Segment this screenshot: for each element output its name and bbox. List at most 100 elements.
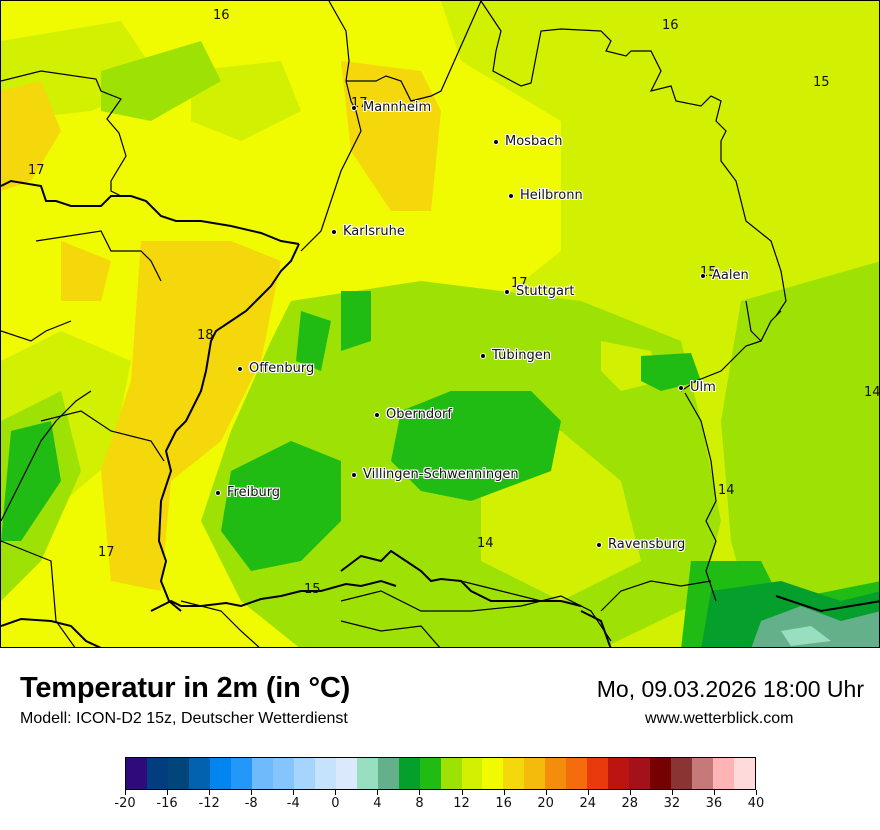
colorbar-tick <box>587 790 589 795</box>
colorbar-segment <box>671 758 693 789</box>
isoline-label: 14 <box>864 385 880 400</box>
city-dot-icon <box>374 411 380 418</box>
colorbar-tick <box>293 790 295 795</box>
colorbar-tick <box>419 790 421 795</box>
city-dot-icon <box>508 192 514 199</box>
model-info: Modell: ICON-D2 15z, Deutscher Wetterdie… <box>20 710 348 727</box>
city-tuebingen[interactable]: Tübingen <box>480 348 551 363</box>
colorbar-segment <box>126 758 147 789</box>
colorbar-tick-label: 20 <box>537 796 554 811</box>
city-dot-icon <box>678 384 684 391</box>
website-link[interactable]: www.wetterblick.com <box>645 710 794 727</box>
colorbar-tick-label: 12 <box>453 796 470 811</box>
colorbar-tick <box>251 790 253 795</box>
city-label: Mosbach <box>505 134 563 149</box>
colorbar-segment <box>608 758 630 789</box>
colorbar-tick-label: -20 <box>114 796 136 811</box>
colorbar-segment <box>335 758 357 789</box>
colorbar-segment <box>419 758 441 789</box>
isoline-label: 14 <box>718 483 735 498</box>
colorbar-segment <box>587 758 609 789</box>
colorbar-segment <box>692 758 714 789</box>
city-karlsruhe[interactable]: Karlsruhe <box>331 224 405 239</box>
colorbar-segment <box>482 758 504 789</box>
city-label: Oberndorf <box>386 407 452 422</box>
isoline-label: 14 <box>477 536 494 551</box>
colorbar-segment <box>713 758 735 789</box>
city-label: Heilbronn <box>520 188 583 203</box>
isoline-label: 16 <box>662 18 679 33</box>
colorbar-tick-label: 36 <box>705 796 723 811</box>
colorbar-segment <box>503 758 525 789</box>
isoline-label: 15 <box>813 75 830 90</box>
isoline-label: 17 <box>511 276 528 291</box>
city-dot-icon <box>331 228 337 235</box>
city-dot-icon <box>237 365 243 372</box>
isoline-label: 18 <box>197 328 214 343</box>
city-dot-icon <box>480 352 486 359</box>
city-ulm[interactable]: Ulm <box>678 380 716 395</box>
colorbar-segment <box>146 758 168 789</box>
map-title: Temperatur in 2m (in °C) <box>20 672 351 704</box>
isoline-label: 16 <box>213 8 230 23</box>
colorbar-segment <box>251 758 273 789</box>
colorbar-segment <box>650 758 672 789</box>
colorbar-segment <box>314 758 336 789</box>
country-borders <box>1 179 879 647</box>
isoline-label: 17 <box>98 545 115 560</box>
colorbar-tick-label: 24 <box>579 796 596 811</box>
colorbar-segment <box>209 758 231 789</box>
colorbar-segment <box>188 758 210 789</box>
colorbar-tick <box>671 790 673 795</box>
colorbar-segment <box>545 758 567 789</box>
city-label: Ulm <box>690 380 716 395</box>
city-ravensburg[interactable]: Ravensburg <box>596 537 685 552</box>
temperature-field <box>1 1 879 647</box>
colorbar-segment <box>293 758 315 789</box>
colorbar-tick <box>756 790 757 795</box>
city-dot-icon <box>215 489 221 496</box>
colorbar-tick <box>713 790 715 795</box>
city-stuttgart[interactable]: Stuttgart <box>504 284 574 299</box>
colorbar-tick-label: 40 <box>747 796 765 811</box>
city-aalen[interactable]: Aalen <box>700 268 749 283</box>
city-dot-icon <box>351 104 357 111</box>
city-label: Freiburg <box>227 485 281 500</box>
colorbar-tick <box>377 790 379 795</box>
city-dot-icon <box>504 288 510 295</box>
city-mannheim[interactable]: Mannheim <box>351 100 431 115</box>
colorbar-ticks: -20 -16 -12 -8 -4 0 4 8 12 16 20 24 28 32 36 40 <box>114 790 764 820</box>
colorbar-tick <box>167 790 169 795</box>
city-label: Ravensburg <box>608 537 686 552</box>
colorbar-tick <box>125 790 126 795</box>
colorbar-segment <box>524 758 546 789</box>
colorbar-segment <box>230 758 252 789</box>
colorbar-tick <box>209 790 211 795</box>
city-villingen-schwenningen[interactable]: Villingen-Schwenningen <box>351 467 519 482</box>
city-heilbronn[interactable]: Heilbronn <box>508 188 583 203</box>
city-oberndorf[interactable]: Oberndorf <box>374 407 452 422</box>
temperature-map[interactable]: 16 16 15 17 17 17 15 18 14 14 14 17 15 M… <box>0 0 880 648</box>
isoline-label: 17 <box>28 163 45 178</box>
colorbar-tick-label: 28 <box>621 796 639 811</box>
city-dot-icon <box>596 541 602 548</box>
colorbar-segment <box>440 758 462 789</box>
colorbar-tick-label: -4 <box>286 796 300 811</box>
colorbar-segment <box>461 758 483 789</box>
city-mosbach[interactable]: Mosbach <box>493 134 563 149</box>
colorbar-segment <box>629 758 651 789</box>
city-label: Karlsruhe <box>343 224 405 239</box>
city-offenburg[interactable]: Offenburg <box>237 361 314 376</box>
colorbar-tick-label: 0 <box>331 796 340 811</box>
city-dot-icon <box>351 471 357 478</box>
city-label: Aalen <box>712 268 749 283</box>
colorbar-tick <box>335 790 337 795</box>
city-freiburg[interactable]: Freiburg <box>215 485 280 500</box>
colorbar-segment <box>398 758 420 789</box>
colorbar-tick <box>545 790 547 795</box>
city-label: Tübingen <box>492 348 551 363</box>
colorbar-segment <box>167 758 189 789</box>
city-label: Villingen-Schwenningen <box>363 467 519 482</box>
colorbar-segment <box>566 758 588 789</box>
city-dot-icon <box>700 272 706 279</box>
